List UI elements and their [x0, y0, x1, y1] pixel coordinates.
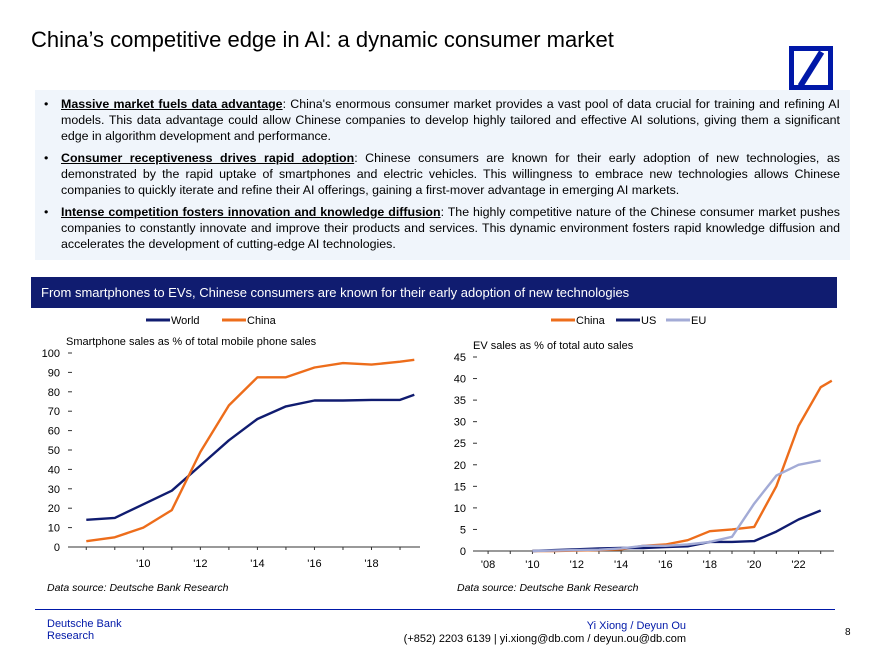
y-tick-label: 20 [48, 503, 60, 515]
chart-title: Smartphone sales as % of total mobile ph… [66, 336, 317, 348]
y-tick-label: 10 [48, 523, 60, 535]
bullet-sep: : [354, 151, 358, 165]
y-tick-label: 25 [454, 438, 466, 450]
x-tick-label: '08 [481, 559, 495, 571]
y-tick-label: 0 [54, 542, 60, 554]
bullet-text: Chinese consumers are known for their ea… [61, 151, 840, 197]
x-tick-label: '22 [791, 559, 805, 571]
footer-authors: Yi Xiong / Deyun Ou [586, 620, 686, 632]
y-tick-label: 0 [460, 546, 466, 558]
bullet-item: Consumer receptiveness drives rapid adop… [44, 150, 840, 198]
y-tick-label: 40 [48, 464, 60, 476]
bullet-heading: Massive market fuels data advantage [61, 97, 283, 111]
footer-contacts: (+852) 2203 6139 | yi.xiong@db.com / dey… [403, 633, 686, 645]
y-tick-label: 90 [48, 367, 60, 379]
series-line-china [86, 358, 415, 543]
y-tick-label: 20 [454, 460, 466, 472]
y-tick-label: 70 [48, 406, 60, 418]
deutsche-bank-logo [789, 46, 833, 90]
page-title: China’s competitive edge in AI: a dynami… [31, 27, 614, 52]
footer-divider [35, 609, 835, 610]
bullet-sep: : [282, 97, 287, 111]
y-tick-label: 100 [42, 348, 60, 360]
x-tick-label: '18 [703, 559, 717, 571]
y-tick-label: 50 [48, 445, 60, 457]
series-line-world [86, 393, 415, 521]
bullet-text: China's enormous consumer market provide… [61, 97, 841, 143]
footer-brand-line1: Deutsche Bank [47, 618, 122, 630]
bullet-heading: Intense competition fosters innovation a… [61, 205, 441, 219]
page-number: 8 [845, 627, 851, 638]
y-tick-label: 10 [454, 503, 466, 515]
y-tick-label: 80 [48, 387, 60, 399]
x-tick-label: '12 [193, 558, 207, 570]
y-tick-label: 40 [454, 374, 466, 386]
y-tick-label: 15 [454, 481, 466, 493]
x-tick-label: '16 [307, 558, 321, 570]
bullet-list: Massive market fuels data advantage: Chi… [35, 90, 850, 260]
section-banner: From smartphones to EVs, Chinese consume… [31, 277, 837, 308]
bullet-heading: Consumer receptiveness drives rapid adop… [61, 151, 355, 165]
footer-brand: Deutsche Bank Research [47, 618, 122, 642]
x-tick-label: '14 [614, 559, 628, 571]
footer-brand-line2: Research [47, 630, 95, 642]
bullet-sep: : [440, 205, 445, 219]
series-line-eu [532, 459, 821, 553]
legend-label: China [576, 315, 606, 327]
x-tick-label: '18 [364, 558, 378, 570]
chart-source-left: Data source: Deutsche Bank Research [47, 582, 229, 594]
y-tick-label: 5 [460, 524, 466, 536]
legend-label: EU [691, 315, 706, 327]
x-tick-label: '16 [658, 559, 672, 571]
legend-label: China [247, 315, 277, 327]
bullet-item: Intense competition fosters innovation a… [44, 204, 840, 252]
x-tick-label: '10 [525, 559, 539, 571]
footer-contact: Yi Xiong / Deyun Ou (+852) 2203 6139 | y… [404, 620, 686, 646]
x-tick-label: '20 [747, 559, 761, 571]
x-tick-label: '14 [250, 558, 264, 570]
y-tick-label: 60 [48, 426, 60, 438]
x-tick-label: '12 [570, 559, 584, 571]
legend-label: US [641, 315, 656, 327]
y-tick-label: 45 [454, 352, 466, 364]
chart-title: EV sales as % of total auto sales [473, 340, 634, 352]
x-tick-label: '10 [136, 558, 150, 570]
y-tick-label: 30 [454, 417, 466, 429]
bullet-item: Massive market fuels data advantage: Chi… [44, 96, 841, 144]
y-tick-label: 30 [48, 484, 60, 496]
legend-label: World [171, 315, 200, 327]
bullet-text: The highly competitive nature of the Chi… [61, 205, 840, 251]
chart-source-right: Data source: Deutsche Bank Research [457, 582, 639, 594]
y-tick-label: 35 [454, 395, 466, 407]
